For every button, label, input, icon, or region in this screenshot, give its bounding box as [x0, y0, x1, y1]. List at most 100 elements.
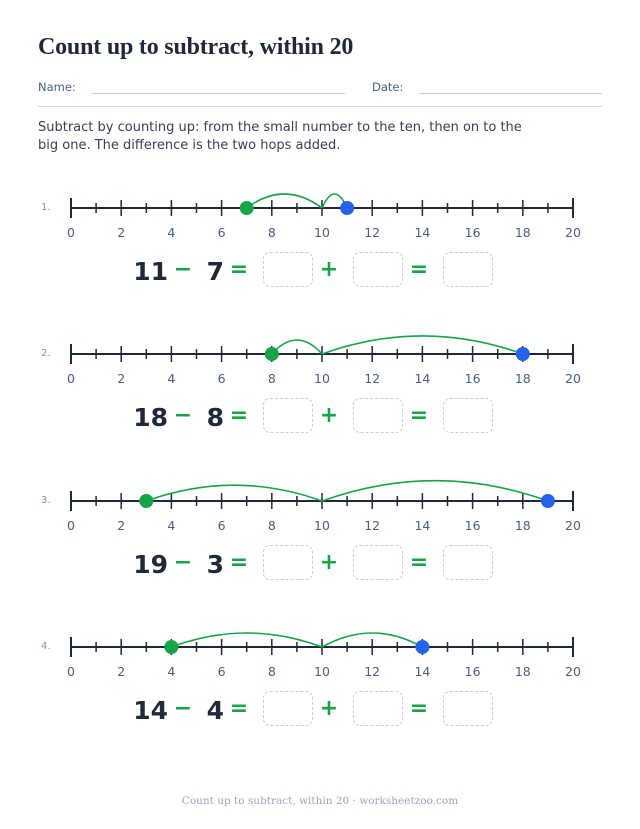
hop-arc-to-end: [321, 335, 524, 355]
equals-sign: =: [229, 696, 249, 721]
answer-box-hop1[interactable]: [263, 545, 313, 580]
tick-label: 2: [117, 664, 125, 679]
equation-row: 14−4 = + =: [0, 691, 640, 731]
answer-box-hop2[interactable]: [353, 691, 403, 726]
end-dot: [515, 347, 530, 361]
hop-arc-to-ten: [246, 193, 323, 209]
problem-1: 1. 0 2 4 6 8 10 12 14 16 18 20 11−7 = + =: [0, 193, 640, 348]
problem-number: 1.: [41, 202, 51, 213]
equals-sign-2: =: [409, 257, 429, 282]
hop-arc-to-ten: [146, 484, 323, 502]
answer-box-hop1[interactable]: [263, 691, 313, 726]
tick-label: 20: [565, 371, 581, 386]
answer-box-total[interactable]: [443, 398, 493, 433]
answer-box-hop2[interactable]: [353, 545, 403, 580]
tick-label: 4: [167, 518, 175, 533]
problem-number: 4.: [41, 641, 51, 652]
minuend: 11: [133, 257, 168, 286]
tick-label: 10: [314, 518, 330, 533]
answer-box-hop1[interactable]: [263, 398, 313, 433]
problem-number: 3.: [41, 495, 51, 506]
equals-sign: =: [229, 550, 249, 575]
minus-sign: −: [173, 403, 193, 428]
tick-label: 16: [465, 664, 481, 679]
tick-label: 8: [268, 225, 276, 240]
answer-box-hop2[interactable]: [353, 398, 403, 433]
tick-label: 14: [414, 225, 430, 240]
plus-sign: +: [319, 403, 339, 428]
tick-label: 4: [167, 664, 175, 679]
tick-label: 20: [565, 664, 581, 679]
instructions: Subtract by counting up: from the small …: [38, 120, 522, 153]
tick-label: 16: [465, 371, 481, 386]
name-label: Name:: [38, 80, 76, 94]
tick-label: 2: [117, 225, 125, 240]
date-label: Date:: [372, 80, 404, 94]
end-dot: [415, 640, 430, 654]
subtrahend: 3: [206, 550, 224, 579]
equals-sign-2: =: [409, 550, 429, 575]
tick-label: 18: [515, 664, 531, 679]
start-dot: [264, 347, 279, 361]
minuend: 19: [133, 550, 168, 579]
equals-sign: =: [229, 403, 249, 428]
minus-sign: −: [173, 550, 193, 575]
date-field[interactable]: [419, 93, 602, 94]
tick-label: 8: [268, 371, 276, 386]
tick-label: 0: [67, 371, 75, 386]
start-dot: [164, 640, 179, 654]
tick-label: 6: [218, 518, 226, 533]
tick-label: 6: [218, 664, 226, 679]
answer-box-total[interactable]: [443, 691, 493, 726]
answer-box-total[interactable]: [443, 545, 493, 580]
number-line: 0 2 4 6 8 10 12 14 16 18 20: [67, 479, 581, 533]
plus-sign: +: [319, 696, 339, 721]
tick-label: 10: [314, 371, 330, 386]
answer-box-hop1[interactable]: [263, 252, 313, 287]
tick-label: 18: [515, 518, 531, 533]
tick-label: 4: [167, 225, 175, 240]
tick-label: 20: [565, 518, 581, 533]
subtrahend: 7: [206, 257, 224, 286]
tick-label: 0: [67, 664, 75, 679]
number-line: 0 2 4 6 8 10 12 14 16 18 20: [67, 193, 581, 240]
tick-label: 8: [268, 518, 276, 533]
tick-label: 10: [314, 664, 330, 679]
equals-sign-2: =: [409, 403, 429, 428]
tick-label: 2: [117, 518, 125, 533]
equals-sign: =: [229, 257, 249, 282]
tick-label: 10: [314, 225, 330, 240]
subtrahend: 4: [206, 696, 224, 725]
answer-box-total[interactable]: [443, 252, 493, 287]
equals-sign-2: =: [409, 696, 429, 721]
end-dot: [340, 201, 355, 215]
tick-label: 6: [218, 371, 226, 386]
minus-sign: −: [173, 696, 193, 721]
tick-label: 4: [167, 371, 175, 386]
minuend: 14: [133, 696, 168, 725]
tick-label: 8: [268, 664, 276, 679]
hop-arc-to-ten: [171, 632, 323, 648]
minuend: 18: [133, 403, 168, 432]
tick-label: 12: [364, 664, 380, 679]
problem-2: 2. 0 2 4 6 8 10 12 14 16 18 20 18−8 = + =: [0, 335, 640, 494]
tick-label: 0: [67, 225, 75, 240]
tick-label: 18: [515, 225, 531, 240]
start-dot: [139, 494, 154, 508]
tick-label: 2: [117, 371, 125, 386]
tick-label: 14: [414, 664, 430, 679]
problem-3: 3. 0 2 4 6 8 10 12 14 16 18 20 19−3 = + =: [0, 479, 640, 641]
tick-label: 18: [515, 371, 531, 386]
subtrahend: 8: [206, 403, 224, 432]
end-dot: [540, 494, 555, 508]
footer: Count up to subtract, within 20 · worksh…: [181, 795, 459, 807]
number-line: 0 2 4 6 8 10 12 14 16 18 20: [67, 335, 581, 386]
answer-box-hop2[interactable]: [353, 252, 403, 287]
plus-sign: +: [319, 550, 339, 575]
name-field[interactable]: [92, 93, 345, 94]
tick-label: 6: [218, 225, 226, 240]
problem-number: 2.: [41, 348, 51, 359]
tick-label: 14: [414, 371, 430, 386]
minus-sign: −: [173, 257, 193, 282]
tick-label: 0: [67, 518, 75, 533]
